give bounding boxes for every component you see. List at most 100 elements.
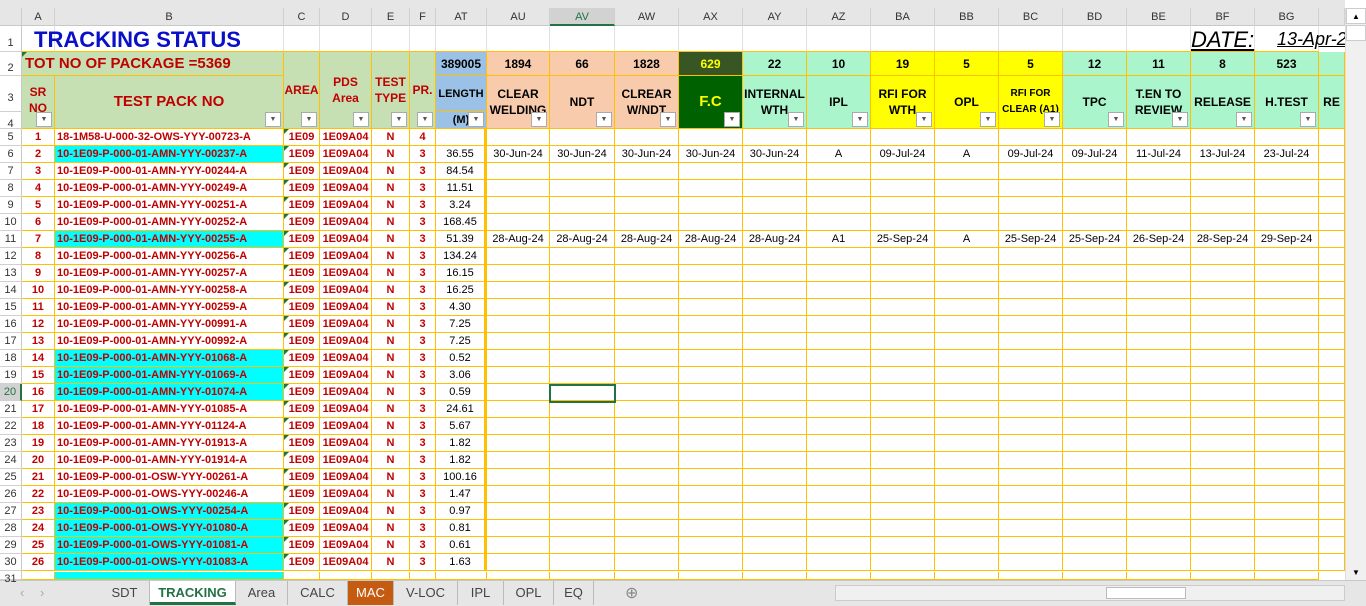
test-pack-no[interactable]: 10-1E09-P-000-01-AMN-YYY-00256-A — [55, 248, 284, 265]
status-cell[interactable] — [743, 299, 807, 316]
status-cell[interactable] — [871, 214, 935, 231]
status-cell[interactable] — [1191, 486, 1255, 503]
status-cell[interactable] — [871, 248, 935, 265]
status-cell[interactable] — [807, 299, 871, 316]
column-header-AZ[interactable]: AZ — [807, 8, 871, 26]
pr[interactable]: 3 — [410, 435, 436, 452]
row-header-15[interactable]: 15 — [0, 299, 22, 316]
pds-area[interactable]: 1E09A04 — [320, 554, 372, 571]
column-header-BD[interactable]: BD — [1063, 8, 1127, 26]
status-cell[interactable] — [871, 180, 935, 197]
status-cell[interactable] — [999, 469, 1063, 486]
filter-dropdown-icon[interactable]: ▼ — [724, 112, 740, 127]
pr[interactable]: 3 — [410, 469, 436, 486]
area[interactable]: 1E09 — [284, 197, 320, 214]
status-cell[interactable]: 25-Sep-24 — [1063, 231, 1127, 248]
cell-row1[interactable] — [55, 26, 284, 52]
length[interactable]: 134.24 — [436, 248, 487, 265]
status-cell[interactable] — [743, 265, 807, 282]
column-header-BB[interactable]: BB — [935, 8, 999, 26]
length[interactable]: 5.67 — [436, 418, 487, 435]
status-cell[interactable]: 28-Aug-24 — [487, 231, 550, 248]
status-cell[interactable] — [1255, 486, 1319, 503]
status-cell[interactable] — [743, 180, 807, 197]
status-cell[interactable] — [615, 554, 679, 571]
status-cell[interactable] — [807, 282, 871, 299]
header-f-c[interactable]: F.C ▼ — [679, 76, 743, 129]
column-header-BG[interactable]: BG — [1255, 8, 1319, 26]
status-cell[interactable] — [1319, 299, 1345, 316]
pr[interactable]: 3 — [410, 282, 436, 299]
sr-no[interactable]: 22 — [22, 486, 55, 503]
status-cell[interactable] — [935, 282, 999, 299]
status-cell[interactable] — [1319, 231, 1345, 248]
status-cell[interactable] — [1127, 282, 1191, 299]
column-header-C[interactable]: C — [284, 8, 320, 26]
cell-row1[interactable] — [743, 26, 807, 52]
status-cell[interactable] — [1319, 129, 1345, 146]
status-cell[interactable] — [807, 418, 871, 435]
column-header-AT[interactable]: AT — [436, 8, 487, 26]
status-cell[interactable] — [1319, 265, 1345, 282]
pr[interactable]: 3 — [410, 384, 436, 401]
status-cell[interactable] — [1127, 163, 1191, 180]
status-cell[interactable] — [743, 469, 807, 486]
length[interactable]: 0.59 — [436, 384, 487, 401]
filter-dropdown-icon[interactable]: ▼ — [852, 112, 868, 127]
status-cell[interactable] — [1191, 299, 1255, 316]
cell-row1[interactable] — [284, 26, 320, 52]
status-cell[interactable] — [807, 452, 871, 469]
status-cell[interactable] — [550, 163, 615, 180]
row-header-29[interactable]: 29 — [0, 537, 22, 554]
header-ipl[interactable]: IPL ▼ — [807, 76, 871, 129]
status-cell[interactable] — [615, 503, 679, 520]
status-cell[interactable] — [487, 486, 550, 503]
pds-area[interactable]: 1E09A04 — [320, 384, 372, 401]
pr[interactable]: 3 — [410, 418, 436, 435]
status-cell[interactable] — [743, 520, 807, 537]
test-pack-no[interactable]: 18-1M58-U-000-32-OWS-YYY-00723-A — [55, 129, 284, 146]
status-cell[interactable]: 09-Jul-24 — [1063, 146, 1127, 163]
status-cell[interactable] — [679, 350, 743, 367]
status-cell[interactable] — [743, 435, 807, 452]
sheet-tab-eq[interactable]: EQ — [554, 581, 594, 605]
status-cell[interactable] — [487, 469, 550, 486]
area[interactable]: 1E09 — [284, 214, 320, 231]
filter-dropdown-icon[interactable]: ▼ — [916, 112, 932, 127]
status-cell[interactable] — [1255, 129, 1319, 146]
status-cell[interactable] — [1063, 503, 1127, 520]
filter-dropdown-icon[interactable]: ▼ — [1300, 112, 1316, 127]
filter-dropdown-icon[interactable]: ▼ — [980, 112, 996, 127]
sr-no[interactable]: 19 — [22, 435, 55, 452]
column-header-BC[interactable]: BC — [999, 8, 1063, 26]
sheet-tab-v-loc[interactable]: V-LOC — [394, 581, 458, 605]
status-cell[interactable] — [1063, 520, 1127, 537]
area[interactable]: 1E09 — [284, 163, 320, 180]
status-cell[interactable] — [1319, 384, 1345, 401]
status-cell[interactable] — [807, 265, 871, 282]
sr-no[interactable]: 25 — [22, 537, 55, 554]
pr[interactable]: 3 — [410, 231, 436, 248]
status-cell[interactable] — [871, 418, 935, 435]
filter-dropdown-icon[interactable]: ▼ — [660, 112, 676, 127]
cell-row1[interactable] — [615, 26, 679, 52]
area[interactable]: 1E09 — [284, 401, 320, 418]
pr[interactable]: 3 — [410, 146, 436, 163]
status-cell[interactable] — [1063, 469, 1127, 486]
status-cell[interactable] — [487, 520, 550, 537]
status-cell[interactable] — [743, 554, 807, 571]
filter-dropdown-icon[interactable]: ▼ — [353, 112, 369, 127]
status-cell[interactable]: 23-Jul-24 — [1255, 146, 1319, 163]
status-cell[interactable] — [1191, 367, 1255, 384]
pds-area[interactable]: 1E09A04 — [320, 231, 372, 248]
status-cell[interactable] — [935, 486, 999, 503]
sheet-tab-calc[interactable]: CALC — [288, 581, 348, 605]
test-pack-no[interactable]: 10-1E09-P-000-01-AMN-YYY-00992-A — [55, 333, 284, 350]
test-pack-no[interactable]: 10-1E09-P-000-01-AMN-YYY-00237-A — [55, 146, 284, 163]
status-cell[interactable] — [550, 248, 615, 265]
status-cell[interactable] — [871, 435, 935, 452]
row-header-9[interactable]: 9 — [0, 197, 22, 214]
status-cell[interactable] — [550, 452, 615, 469]
scroll-thumb[interactable] — [1346, 25, 1366, 41]
status-cell[interactable] — [679, 163, 743, 180]
